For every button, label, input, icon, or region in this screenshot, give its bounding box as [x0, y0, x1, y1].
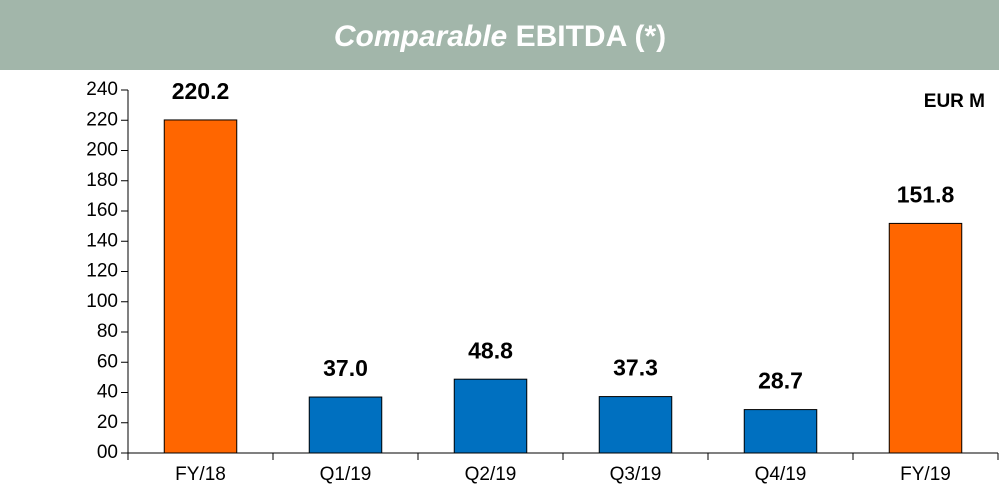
x-tick-label: Q4/19	[755, 464, 807, 485]
y-tick-label: 240	[86, 79, 118, 100]
y-tick-label: 20	[97, 412, 118, 433]
bar	[743, 409, 818, 454]
y-tick-label: 100	[86, 291, 118, 312]
y-tick-label: 120	[86, 261, 118, 282]
data-label: 48.8	[468, 337, 513, 363]
title-emphasis: Comparable	[334, 20, 507, 53]
data-label: 151.8	[897, 181, 955, 207]
y-tick-label: 60	[97, 351, 118, 372]
data-label: 28.7	[758, 368, 803, 394]
bar	[453, 378, 528, 454]
x-tick-label: FY/18	[175, 464, 226, 485]
y-tick-label: 40	[97, 382, 118, 403]
data-label: 37.0	[323, 355, 368, 381]
title-main: EBITDA (*)	[516, 20, 667, 53]
bar	[308, 396, 383, 454]
bar	[888, 222, 963, 454]
bar	[163, 119, 238, 454]
x-tick-label: Q3/19	[610, 464, 662, 485]
x-tick-label: FY/19	[900, 464, 951, 485]
unit-annotation: EUR M	[924, 91, 985, 112]
chart-title: Comparable EBITDA (*)	[334, 20, 666, 53]
title-banner	[0, 0, 999, 70]
bar	[598, 396, 673, 454]
x-tick-label: Q1/19	[320, 464, 372, 485]
y-tick-label: 140	[86, 230, 118, 251]
data-label: 220.2	[172, 78, 230, 104]
y-tick-label: 00	[97, 442, 118, 463]
y-tick-label: 160	[86, 200, 118, 221]
data-label: 37.3	[613, 355, 658, 381]
y-tick-label: 80	[97, 321, 118, 342]
x-tick-label: Q2/19	[465, 464, 517, 485]
y-tick-label: 180	[86, 170, 118, 191]
y-tick-label: 200	[86, 140, 118, 161]
y-tick-label: 220	[86, 109, 118, 130]
